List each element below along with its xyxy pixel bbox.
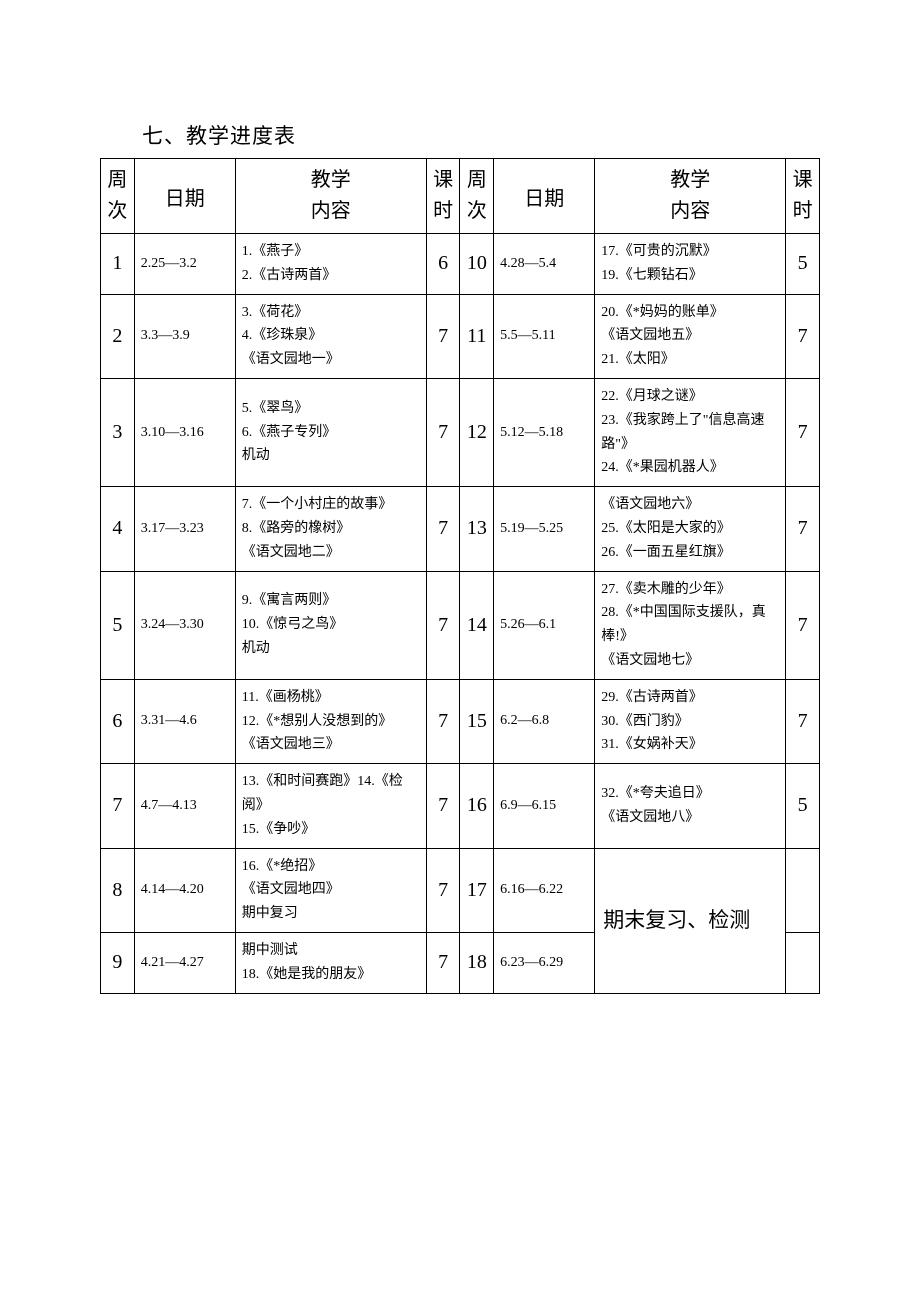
cell-hours: 7: [786, 294, 820, 378]
cell-content: 13.《和时间赛跑》14.《检阅》15.《争吵》: [235, 764, 426, 848]
cell-date: 5.12—5.18: [494, 378, 595, 486]
cell-content: 5.《翠鸟》6.《燕子专列》机动: [235, 378, 426, 486]
cell-date: 4.14—4.20: [134, 848, 235, 932]
cell-content: 17.《可贵的沉默》19.《七颗钻石》: [595, 234, 786, 295]
cell-date: 3.24—3.30: [134, 571, 235, 679]
cell-date: 3.31—4.6: [134, 679, 235, 763]
table-row: 53.24—3.309.《寓言两则》10.《惊弓之鸟》机动7145.26—6.1…: [101, 571, 820, 679]
cell-hours: 7: [426, 378, 460, 486]
cell-content: 11.《画杨桃》12.《*想别人没想到的》《语文园地三》: [235, 679, 426, 763]
cell-content: 20.《*妈妈的账单》《语文园地五》21.《太阳》: [595, 294, 786, 378]
cell-hours: 7: [426, 487, 460, 571]
header-date-left: 日期: [134, 159, 235, 234]
cell-week: 7: [101, 764, 135, 848]
header-week-left: 周次: [101, 159, 135, 234]
header-hours-right: 课时: [786, 159, 820, 234]
cell-date: 6.2—6.8: [494, 679, 595, 763]
cell-hours: [786, 932, 820, 993]
cell-date: 6.23—6.29: [494, 932, 595, 993]
cell-week: 10: [460, 234, 494, 295]
cell-week: 17: [460, 848, 494, 932]
cell-week: 15: [460, 679, 494, 763]
cell-week: 13: [460, 487, 494, 571]
cell-date: 6.16—6.22: [494, 848, 595, 932]
header-week-right: 周次: [460, 159, 494, 234]
cell-hours: 5: [786, 234, 820, 295]
cell-hours: [786, 848, 820, 932]
table-header: 周次 日期 教学内容 课时 周次 日期 教学内容 课时: [101, 159, 820, 234]
cell-content: 9.《寓言两则》10.《惊弓之鸟》机动: [235, 571, 426, 679]
table-row: 33.10—3.165.《翠鸟》6.《燕子专列》机动7125.12—5.1822…: [101, 378, 820, 486]
cell-content: 7.《一个小村庄的故事》8.《路旁的橡树》《语文园地二》: [235, 487, 426, 571]
cell-week: 9: [101, 932, 135, 993]
cell-date: 5.5—5.11: [494, 294, 595, 378]
header-content-right: 教学内容: [595, 159, 786, 234]
cell-content: 1.《燕子》2.《古诗两首》: [235, 234, 426, 295]
table-row: 84.14—4.2016.《*绝招》《语文园地四》期中复习7176.16—6.2…: [101, 848, 820, 932]
cell-hours: 7: [786, 487, 820, 571]
cell-content-final: 期末复习、检测: [595, 848, 786, 993]
cell-week: 5: [101, 571, 135, 679]
cell-week: 11: [460, 294, 494, 378]
table-row: 63.31—4.611.《画杨桃》12.《*想别人没想到的》《语文园地三》715…: [101, 679, 820, 763]
cell-date: 6.9—6.15: [494, 764, 595, 848]
cell-week: 8: [101, 848, 135, 932]
cell-date: 5.19—5.25: [494, 487, 595, 571]
cell-content: 期中测试18.《她是我的朋友》: [235, 932, 426, 993]
cell-content: 32.《*夸夫追日》《语文园地八》: [595, 764, 786, 848]
cell-hours: 7: [426, 679, 460, 763]
header-content-left: 教学内容: [235, 159, 426, 234]
section-title: 七、教学进度表: [142, 120, 820, 150]
cell-content: 3.《荷花》4.《珍珠泉》《语文园地一》: [235, 294, 426, 378]
cell-hours: 5: [786, 764, 820, 848]
cell-date: 5.26—6.1: [494, 571, 595, 679]
cell-hours: 7: [426, 764, 460, 848]
cell-week: 6: [101, 679, 135, 763]
cell-hours: 6: [426, 234, 460, 295]
cell-week: 1: [101, 234, 135, 295]
cell-week: 4: [101, 487, 135, 571]
cell-content: 27.《卖木雕的少年》28.《*中国国际支援队，真棒!》《语文园地七》: [595, 571, 786, 679]
cell-date: 3.3—3.9: [134, 294, 235, 378]
cell-hours: 7: [426, 294, 460, 378]
cell-date: 3.10—3.16: [134, 378, 235, 486]
header-date-right: 日期: [494, 159, 595, 234]
cell-content: 16.《*绝招》《语文园地四》期中复习: [235, 848, 426, 932]
table-row: 74.7—4.1313.《和时间赛跑》14.《检阅》15.《争吵》7166.9—…: [101, 764, 820, 848]
cell-hours: 7: [786, 679, 820, 763]
cell-date: 2.25—3.2: [134, 234, 235, 295]
cell-week: 2: [101, 294, 135, 378]
cell-date: 4.7—4.13: [134, 764, 235, 848]
cell-week: 14: [460, 571, 494, 679]
table-row: 43.17—3.237.《一个小村庄的故事》8.《路旁的橡树》《语文园地二》71…: [101, 487, 820, 571]
cell-content: 《语文园地六》25.《太阳是大家的》26.《一面五星红旗》: [595, 487, 786, 571]
cell-content: 29.《古诗两首》30.《西门豹》31.《女娲补天》: [595, 679, 786, 763]
header-hours-left: 课时: [426, 159, 460, 234]
table-body: 12.25—3.21.《燕子》2.《古诗两首》6104.28—5.417.《可贵…: [101, 234, 820, 994]
cell-week: 3: [101, 378, 135, 486]
schedule-table: 周次 日期 教学内容 课时 周次 日期 教学内容 课时 12.25—3.21.《…: [100, 158, 820, 994]
cell-week: 12: [460, 378, 494, 486]
cell-hours: 7: [426, 932, 460, 993]
table-row: 12.25—3.21.《燕子》2.《古诗两首》6104.28—5.417.《可贵…: [101, 234, 820, 295]
table-row: 23.3—3.93.《荷花》4.《珍珠泉》《语文园地一》7115.5—5.112…: [101, 294, 820, 378]
cell-hours: 7: [426, 571, 460, 679]
cell-date: 3.17—3.23: [134, 487, 235, 571]
cell-week: 18: [460, 932, 494, 993]
cell-date: 4.21—4.27: [134, 932, 235, 993]
cell-content: 22.《月球之谜》23.《我家跨上了"信息高速路"》24.《*果园机器人》: [595, 378, 786, 486]
cell-hours: 7: [426, 848, 460, 932]
cell-hours: 7: [786, 378, 820, 486]
cell-week: 16: [460, 764, 494, 848]
cell-date: 4.28—5.4: [494, 234, 595, 295]
cell-hours: 7: [786, 571, 820, 679]
